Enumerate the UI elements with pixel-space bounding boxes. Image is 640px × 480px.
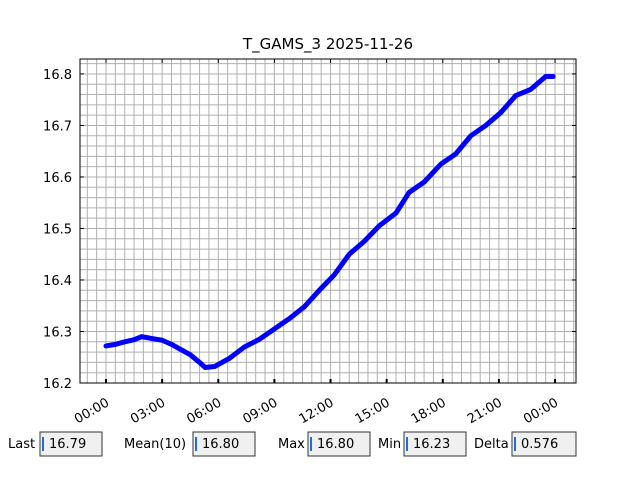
y-tick-label: 16.4	[43, 274, 72, 289]
x-tick-label: 12:00	[297, 395, 337, 427]
x-tick-label: 06:00	[184, 395, 224, 427]
stat-box	[403, 431, 467, 457]
x-tick-label: 00:00	[72, 395, 112, 427]
stat-value: 16.79	[49, 437, 86, 452]
x-tick-label: 00:00	[521, 395, 561, 427]
y-tick-label: 16.2	[43, 377, 72, 392]
y-tick-label: 16.3	[43, 325, 72, 340]
stat-label: Delta	[474, 437, 509, 452]
stat-value: 16.80	[202, 437, 239, 452]
stat-value: 0.576	[521, 437, 558, 452]
x-tick-label: 15:00	[353, 395, 393, 427]
y-tick-label: 16.7	[43, 119, 72, 134]
data-line	[103, 74, 556, 371]
x-tick-label: 03:00	[128, 395, 168, 427]
chart-title: T_GAMS_3 2025-11-26	[242, 35, 413, 54]
stat-box	[511, 431, 577, 457]
stat-label: Mean(10)	[124, 437, 186, 452]
x-tick-label: 09:00	[240, 395, 280, 427]
axes-frame	[79, 58, 577, 384]
stat-box	[307, 431, 371, 457]
stat-label: Min	[378, 437, 401, 452]
y-tick-label: 16.6	[43, 171, 72, 186]
stat-value: 16.80	[317, 437, 354, 452]
y-tick-label: 16.5	[43, 222, 72, 237]
stat-label: Last	[8, 437, 35, 452]
x-tick-label: 21:00	[465, 395, 505, 427]
stat-label: Max	[278, 437, 305, 452]
y-tick-label: 16.8	[43, 68, 72, 83]
x-tick-label: 18:00	[409, 395, 449, 427]
stat-box	[192, 431, 256, 457]
stat-box	[39, 431, 103, 457]
stat-value: 16.23	[413, 437, 450, 452]
